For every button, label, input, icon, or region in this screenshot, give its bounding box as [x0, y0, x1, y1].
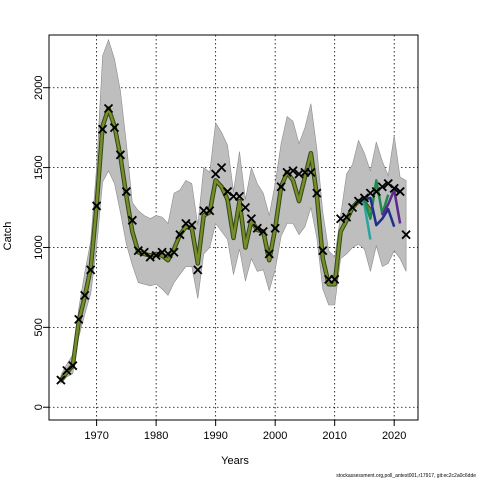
observed-point [91, 201, 102, 211]
observed-point [330, 274, 340, 285]
observed-point [115, 150, 126, 160]
observed-point [234, 191, 245, 201]
observed-point [246, 214, 256, 224]
confidence-band [60, 38, 407, 385]
y-tick-label-1500: 1500 [33, 155, 45, 179]
x-tick-label-2000: 2000 [263, 430, 287, 442]
observed-point [187, 220, 197, 230]
observed-point [353, 196, 364, 206]
observed-point [193, 265, 203, 275]
observed-point [97, 124, 108, 134]
observed-point [288, 166, 298, 176]
fitted-line [59, 107, 372, 381]
retro-line-4 [381, 188, 402, 224]
observed-point [109, 123, 120, 133]
observed-point [127, 215, 137, 225]
observed-point [306, 167, 316, 178]
x-axis: 1970 1980 1990 2000 2010 2020 [84, 420, 406, 442]
observed-point [377, 182, 387, 192]
x-tick-label-1990: 1990 [203, 430, 227, 442]
observed-point [312, 188, 322, 198]
observed-point [103, 103, 114, 114]
y-tick-label-2000: 2000 [33, 75, 45, 99]
observed-point [264, 249, 274, 259]
x-axis-title: Years [221, 455, 249, 467]
observed-point [205, 206, 215, 216]
observed-point [151, 250, 161, 261]
y-axis-title: Catch [2, 222, 14, 251]
x-tick-label-2020: 2020 [382, 430, 406, 442]
observed-point [216, 162, 227, 173]
observed-point [395, 186, 405, 197]
observed-point [121, 186, 132, 197]
observed-point [341, 212, 352, 222]
x-tick-label-1970: 1970 [84, 430, 108, 442]
observed-point [80, 290, 90, 301]
observed-markers [56, 103, 411, 385]
observed-point [86, 265, 96, 275]
observed-point [270, 223, 280, 233]
observed-point [74, 314, 84, 324]
observed-point [240, 202, 251, 213]
y-axis: 0 500 1000 1500 2000 [33, 75, 49, 410]
observed-point [252, 223, 262, 233]
observed-point [389, 183, 399, 193]
retro-line-3 [364, 196, 396, 228]
observed-point [318, 246, 328, 256]
y-tick-label-0: 0 [33, 404, 45, 410]
observed-point [258, 226, 268, 237]
observed-point [401, 230, 411, 240]
observed-point [169, 247, 179, 257]
y-tick-label-500: 500 [33, 318, 45, 336]
observed-point [276, 182, 286, 192]
footnote: stockassessment.org,poll_antest001,r1791… [336, 473, 476, 479]
observed-point [68, 361, 78, 371]
plot-frame [48, 34, 419, 421]
observed-point [175, 230, 185, 240]
y-tick-label-1000: 1000 [33, 235, 45, 259]
x-tick-label-2010: 2010 [322, 430, 346, 442]
observed-point [56, 375, 66, 385]
x-tick-label-1980: 1980 [144, 430, 168, 442]
